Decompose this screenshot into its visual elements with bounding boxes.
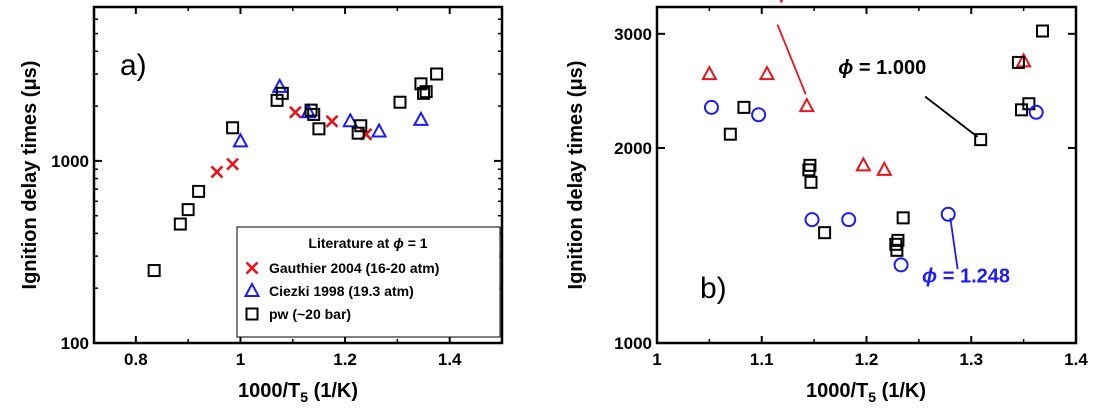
panel-b-series-2-point-3 [841,212,857,228]
panel-b-series-1-point-0 [723,127,737,141]
panel-b-x-axis-title: 1000/T5 (1/K) [806,380,926,405]
panel-b: 1 1.1 1.2 1.3 1.4 1000 2000 3000 ϕ = 0.832 ϕ = 1… [565,0,1088,405]
panel-b-series-2-point-4 [893,257,909,273]
panel-a-series-0-point-0 [210,165,224,179]
panel-b-series-1-point-14 [1035,24,1049,38]
panel-a-x-tick-label: 1.2 [333,350,357,369]
panel-a-series-1-point-3 [342,112,359,128]
annotation-pointer [949,217,959,270]
legend-entry-0: Gauthier 2004 (16-20 atm) [245,260,439,276]
panel-b-series-2-point-2 [804,212,820,228]
panel-a: 0.8 1 1.2 1.4 100 1000 a) 1000/T5 (1/K) Ignit… [19,5,504,405]
panel-a-series-1-point-5 [412,110,430,126]
annotation-2: ϕ = 1.248 [922,217,1010,287]
annotation-label: ϕ = 0.832 [775,0,863,4]
panel-a-series-0-point-2 [288,105,302,119]
panel-a-series-2-point-10 [351,126,365,140]
panel-a-y-tick-label: 100 [61,334,89,353]
legend-entry-label: Gauthier 2004 (16-20 atm) [269,260,439,276]
panel-b-series-1-point-4 [804,175,818,189]
panel-a-series-1-point-0 [232,132,249,148]
panel-a-y-tick-label: 1000 [51,152,89,171]
panel-b-x-tick-label: 1 [652,350,661,369]
panel-b-series-2-point-0 [703,99,719,115]
panel-b-series-0-point-0 [701,64,718,81]
panel-a-series-2-point-9 [312,122,326,136]
panel-b-series-2-point-5 [940,206,956,222]
panel-b-series-1-point-8 [891,233,905,247]
annotation-pointer [924,95,979,138]
legend-title: Literature at ϕ = 1 [308,235,427,251]
legend-marker-2-point-0 [245,307,259,321]
panel-b-series-1-point-3 [803,158,817,172]
panel-a-series-1-point-4 [370,122,388,138]
panel-b-series-1-point-10 [974,133,988,147]
panel-a-x-tick-label: 0.8 [124,350,148,369]
panel-b-series-1-point-13 [1022,97,1036,111]
panel-b-series-0-point-4 [876,160,893,176]
panel-a-series-2-point-6 [275,86,289,100]
panel-b-series-1 [723,24,1049,257]
panel-a-series-2-point-0 [147,264,161,278]
annotation-0: ϕ = 0.832 [775,0,863,95]
panel-a-x-axis-title: 1000/T5 (1/K) [238,380,358,405]
legend: Literature at ϕ = 1 Gauthier 2004 (16-20… [236,226,501,338]
panel-b-label: b) [700,272,727,305]
panel-a-x-tick-label: 1.4 [438,350,462,369]
panel-a-series-1-point-1 [271,77,288,93]
panel-a-series-2-point-8 [307,107,321,121]
legend-box [236,226,501,338]
panel-b-series-2-point-6 [1028,104,1044,120]
panel-a-series-0-point-1 [226,157,240,171]
panel-a-series-0-point-3 [325,114,339,128]
panel-a-y-axis-title: Ignition delay times (μs) [19,61,41,290]
panel-b-series-2 [703,99,1044,273]
panel-a-label: a) [120,49,147,82]
panel-a-series-2-point-7 [304,103,318,117]
panel-a-series-2-point-12 [393,95,407,109]
panel-a-series-2-point-1 [173,217,187,231]
panel-a-x-tick-label: 1 [236,350,245,369]
panel-a-series-2-point-4 [226,121,240,135]
panel-b-series-0-point-1 [758,64,776,81]
panel-b-series-2-point-1 [751,107,767,123]
panel-b-x-tick-label: 1.3 [959,350,983,369]
legend-marker-1-point-0 [243,281,261,297]
panel-b-x-tick-label: 1.2 [855,350,879,369]
panel-a-frame [92,5,504,345]
panel-b-series-1-point-9 [896,211,910,225]
legend-entry-label: Ciezki 1998 (19.3 atm) [269,283,414,299]
panel-b-y-tick-label: 3000 [614,25,652,44]
panel-a-series-2-point-2 [181,203,195,217]
annotation-label: ϕ = 1.000 [838,57,926,79]
legend-marker-0-point-0 [245,261,259,275]
annotation-1: ϕ = 1.000 [838,57,979,138]
panel-a-series-2-point-11 [354,119,368,133]
panel-b-y-tick-label: 1000 [614,334,652,353]
panel-b-y-axis-title: Ignition delay times (μs) [565,61,587,290]
panel-a-series-2-point-16 [430,67,444,81]
legend-entry-label: pw (~20 bar) [269,306,351,322]
panel-b-series-0-point-2 [798,97,815,113]
panel-b-series-1-point-7 [890,243,904,257]
annotation-label: ϕ = 1.248 [922,265,1010,287]
panel-a-series-2-point-3 [192,184,206,198]
annotation-pointer [776,24,807,95]
panel-b-y-tick-label: 2000 [614,139,652,158]
panel-a-series-2 [147,67,444,278]
panel-b-series-1-point-1 [737,100,751,114]
panel-b-x-tick-label: 1.1 [750,350,774,369]
panel-b-series-0-point-3 [855,156,872,172]
panel-b-x-tick-label: 1.4 [1064,350,1088,369]
legend-entry-1: Ciezki 1998 (19.3 atm) [243,281,414,299]
panel-a-series-2-point-15 [419,85,433,99]
panel-a-series-2-point-14 [417,86,431,100]
panel-a-series-1 [232,77,430,148]
panel-b-series-1-point-11 [1011,55,1025,69]
panel-b-series-1-point-5 [818,226,832,240]
legend-entry-2: pw (~20 bar) [245,306,351,322]
